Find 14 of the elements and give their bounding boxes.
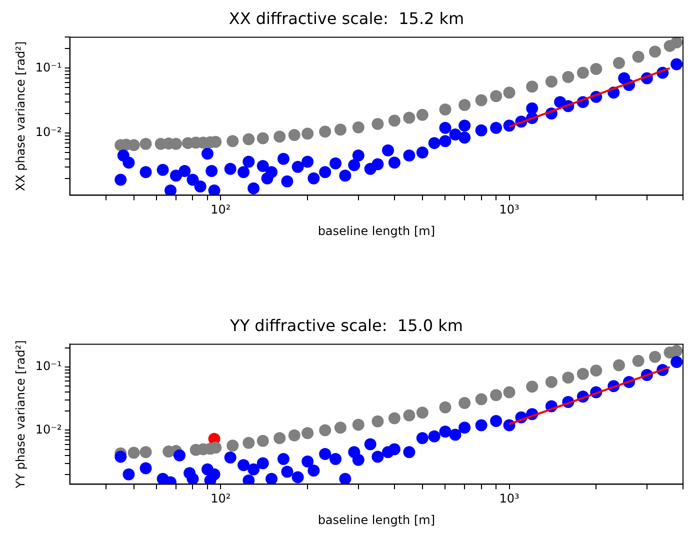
x-tick-label: 10² — [210, 202, 231, 217]
y-tick-label: 10⁻² — [35, 125, 62, 140]
x-tick-label: 10² — [210, 492, 231, 506]
x-tick-label: 10³ — [499, 492, 520, 506]
chart-title: YY diffractive scale: 15.0 km — [229, 316, 463, 335]
y-axis-title: XX phase variance [rad²] — [13, 41, 28, 192]
y-tick-label: 10⁻¹ — [35, 359, 62, 374]
x-axis-title: baseline length [m] — [318, 224, 436, 238]
x-tick-label: 10³ — [499, 202, 520, 217]
y-tick-label: 10⁻² — [35, 422, 62, 436]
y-axis-title: YY phase variance [rad²] — [13, 340, 28, 490]
y-tick-label: 10⁻¹ — [35, 60, 62, 74]
x-axis-title: baseline length [m] — [318, 512, 436, 527]
chart-title: XX diffractive scale: 15.2 km — [228, 8, 464, 28]
